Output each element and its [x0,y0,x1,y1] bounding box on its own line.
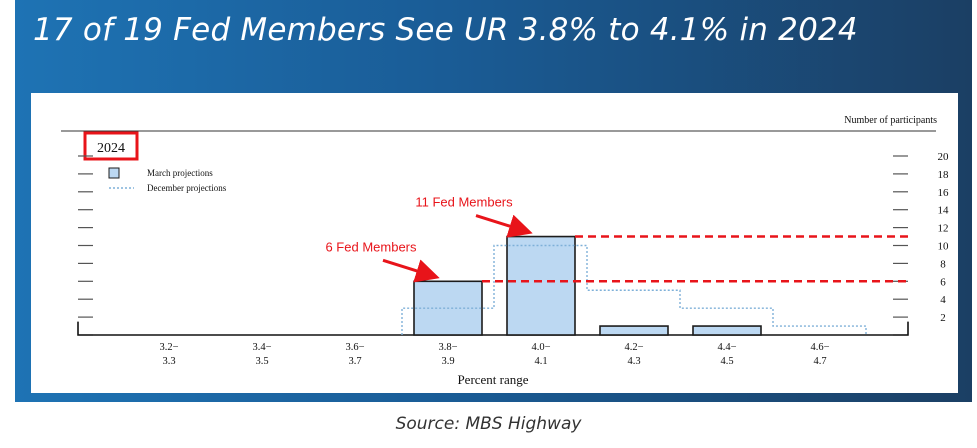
x-tick-label-bottom: 3.9 [441,356,454,367]
x-tick-label-bottom: 3.7 [348,356,361,367]
left-tick-marks [78,155,93,336]
x-tick-label-bottom: 4.7 [813,356,826,367]
y-tick-label: 20 [938,151,950,163]
x-tick-label-top: 4.0− [531,342,550,353]
x-tick-label-top: 3.2− [159,342,178,353]
x-tick-label-top: 4.4− [717,342,736,353]
y-tick-label: 4 [940,294,946,306]
x-tick-label-top: 4.2− [624,342,643,353]
y-tick-label: 2 [940,312,946,324]
x-tick-label-bottom: 4.3 [627,356,640,367]
panel-label: 2024 [97,141,125,156]
legend-march-swatch [108,167,120,179]
annotation-arrow [382,258,440,283]
legend-december-label: December projections [147,183,227,193]
y-tick-label: 18 [938,169,950,181]
annotation-label: 11 Fed Members [415,195,513,210]
y-tick-label: 6 [940,276,946,288]
x-tick-label-bottom: 3.5 [255,356,268,367]
december-outline [401,244,867,335]
y-tick-label: 10 [938,241,950,253]
x-axis-title: Percent range [457,372,528,387]
x-tick-label-bottom: 3.3 [162,356,175,367]
annotation-arrow [475,214,533,238]
march-bar [599,325,669,336]
x-tick-labels: 3.2− 3.3 3.4− 3.5 3.6− 3.7 3.8− 3.9 4.0− 4.1 4.2− 4… [159,342,829,367]
annotations: 6 Fed Members 11 Fed Members [325,195,908,283]
x-tick-label-top: 4.6− [810,342,829,353]
baseline [77,321,909,336]
march-bar [692,325,762,336]
source-caption: Source: MBS Highway [395,414,582,434]
y-axis-title: Number of participants [844,115,937,126]
panel-label-box [83,131,139,161]
x-tick-label-bottom: 4.5 [720,356,733,367]
x-tick-label-top: 3.6− [345,342,364,353]
y-tick-label: 16 [938,187,950,199]
histogram-chart: Number of participants 2024 March projec… [61,115,950,387]
legend-march-label: March projections [147,168,213,178]
y-tick-label: 12 [938,223,949,235]
y-tick-label: 14 [938,205,950,217]
right-tick-marks: 2 4 6 8 10 12 14 16 18 20 [893,151,950,336]
x-tick-label-top: 3.4− [252,342,271,353]
x-tick-label-top: 3.8− [438,342,457,353]
x-tick-label-bottom: 4.1 [534,356,547,367]
annotation-label: 6 Fed Members [325,239,417,254]
slide-background: 17 of 19 Fed Members See UR 3.8% to 4.1%… [15,0,972,402]
y-tick-label: 8 [940,258,946,270]
march-bars [413,235,762,336]
december-step-line [401,244,867,335]
march-bar [506,235,576,336]
baseline-line [77,321,909,336]
slide-title: 17 of 19 Fed Members See UR 3.8% to 4.1%… [33,12,858,48]
chart-panel: Number of participants 2024 March projec… [31,93,958,393]
